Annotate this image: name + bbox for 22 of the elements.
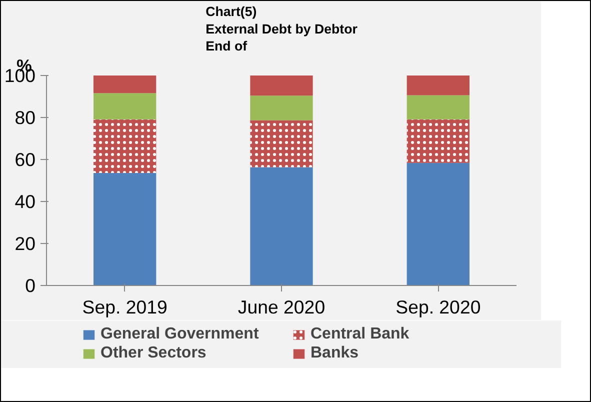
y-tick-label: 20 [14, 233, 36, 254]
legend-label: General Government [100, 326, 260, 344]
bar [250, 96, 313, 120]
legend-label: Banks [310, 344, 360, 362]
bar [250, 167, 313, 286]
bar [94, 172, 156, 286]
chart-title: Chart(5) External Debt by Debtor End of [206, 4, 358, 54]
x-tick-label: Sep. 2020 [396, 296, 481, 318]
bar [94, 93, 156, 120]
bar [406, 76, 470, 96]
bar [94, 76, 156, 94]
legend-label: Other Sectors [100, 344, 208, 362]
bar [406, 162, 470, 286]
bar [250, 76, 313, 96]
legend-label: Central Bank [310, 326, 410, 344]
x-tick-label: June 2020 [238, 296, 326, 318]
y-tick-label: 40 [14, 191, 36, 212]
bar [406, 95, 470, 120]
y-tick-label: 0 [25, 275, 36, 296]
y-tick-label: 60 [14, 149, 36, 170]
y-tick-label: 80 [14, 107, 36, 128]
x-tick-label: Sep. 2019 [82, 296, 168, 318]
